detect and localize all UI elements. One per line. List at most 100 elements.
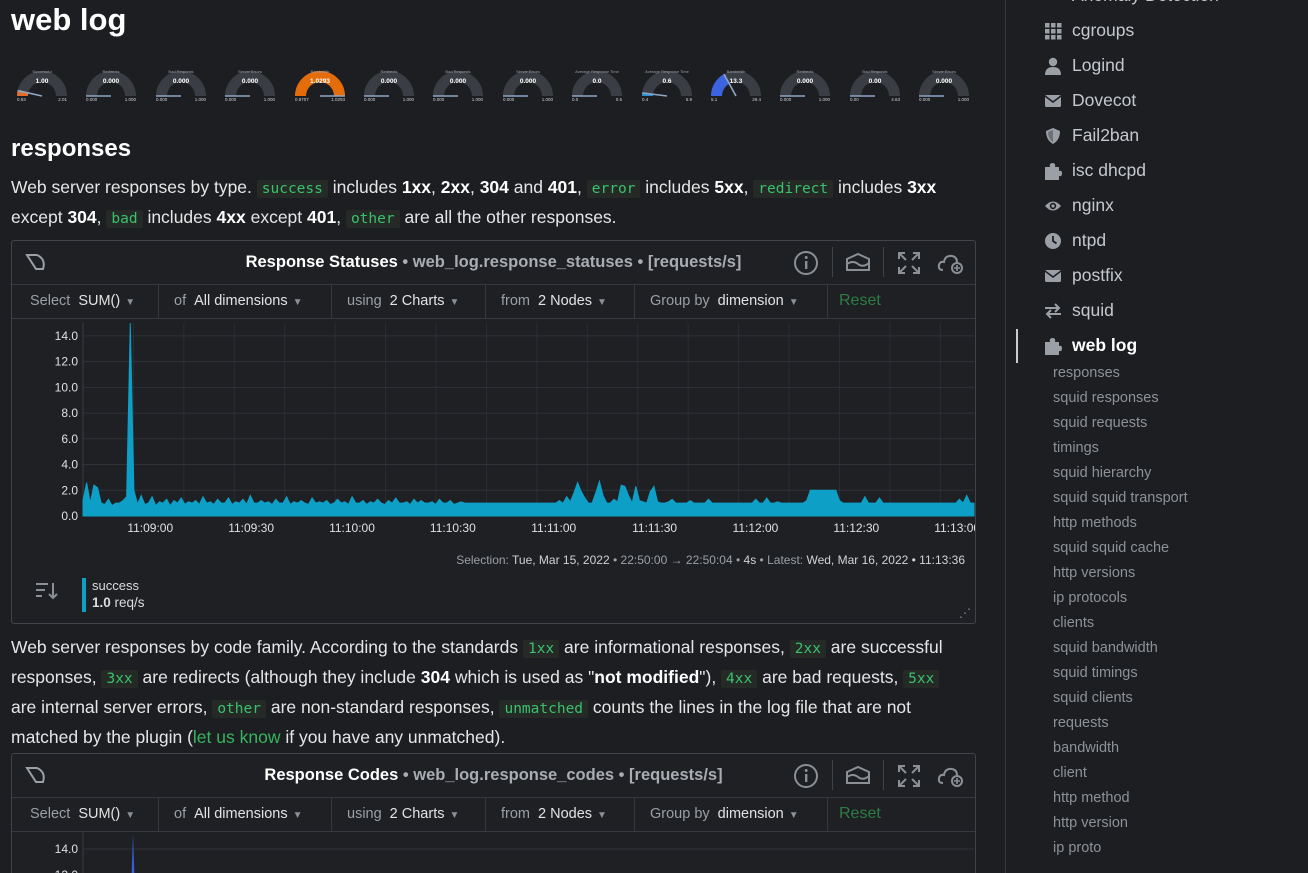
sidebar-nav: Anomaly Detection cgroups Logind Dovecot Fai… — [1005, 0, 1308, 873]
sidebar-item-label: squid — [1072, 300, 1114, 320]
gauge-min: 0.4 — [642, 97, 649, 102]
sidebar-subitem[interactable]: http versions — [1053, 565, 1136, 581]
let-us-know-link[interactable]: let us know — [192, 727, 281, 747]
chart-plot-area[interactable]: 14.0 12.0 10.0 8.0 6.0 4.0 2.0 0.0 11:09:00 11:09… — [12, 319, 975, 546]
sidebar-subitem[interactable]: squid clients — [1053, 690, 1133, 706]
chevron-down-icon: ▼ — [449, 297, 460, 308]
clock-icon — [1044, 232, 1062, 250]
gauge-value: 13.3 — [730, 78, 743, 85]
series-success-area — [82, 322, 975, 517]
active-item-marker — [1016, 329, 1018, 363]
gauge-label: Bandwidth — [727, 69, 746, 74]
dimensions-dropdown[interactable]: of All dimensions ▼ — [174, 293, 303, 309]
sidebar-subitem[interactable]: http version — [1053, 815, 1128, 831]
resize-handle-icon[interactable]: ⋰ — [959, 606, 971, 620]
series-spike — [131, 834, 135, 873]
gauge: Bandwidth 13.3 5.1 29.4 — [706, 66, 766, 106]
charts-dropdown[interactable]: using 2 Charts ▼ — [347, 293, 460, 309]
gauge-label: Server Errors — [238, 69, 262, 74]
chart-type-icon[interactable] — [24, 250, 50, 274]
gauge-value: 0.6 — [662, 78, 671, 85]
gauge: Average Response Time 0.6 0.4 5.9 — [637, 66, 697, 106]
gauge-value: 0.000 — [450, 78, 467, 85]
chart-controls: Select SUM() ▼ of All dimensions ▼ using 2 Ch… — [12, 285, 975, 319]
gauge: Successful 1.00 0.93 2.01 — [12, 66, 72, 106]
y-tick-label: 4.0 — [61, 458, 78, 472]
gauge-label: Redirects — [381, 69, 398, 74]
sidebar-subitem[interactable]: squid hierarchy — [1053, 465, 1152, 481]
x-tick-label: 11:09:00 — [127, 521, 173, 535]
select-aggregation-dropdown[interactable]: Select SUM() ▼ — [30, 293, 136, 309]
gauge-max: 1.000 — [819, 97, 831, 102]
area-chart-partial[interactable]: 14.0 12.0 — [12, 832, 975, 873]
gauge-label: Bad Requests — [862, 69, 887, 74]
gauge-label: Average Response Time — [575, 69, 620, 74]
code-bad: bad — [106, 210, 143, 228]
sidebar-subitem[interactable]: bandwidth — [1053, 740, 1120, 756]
area-chart[interactable]: 14.0 12.0 10.0 8.0 6.0 4.0 2.0 0.0 11:09:00 11:09… — [12, 319, 975, 546]
nodes-dropdown[interactable]: from 2 Nodes ▼ — [501, 806, 607, 822]
sidebar-subitem[interactable]: requests — [1053, 715, 1109, 731]
y-tick-label: 14.0 — [55, 842, 79, 856]
legend-dimension-name[interactable]: success — [92, 578, 139, 593]
sort-icon[interactable] — [34, 580, 60, 602]
sidebar-subitem[interactable]: ip proto — [1053, 840, 1102, 856]
chevron-down-icon: ▼ — [125, 810, 136, 821]
chevron-down-icon: ▼ — [788, 810, 799, 821]
charts-dropdown[interactable]: using 2 Charts ▼ — [347, 806, 460, 822]
sidebar-item-label: Fail2ban — [1072, 125, 1140, 145]
alert-add-icon[interactable] — [937, 250, 965, 276]
gauge-value: 0.000 — [381, 78, 398, 85]
gauge-label: Average Response Time — [645, 69, 690, 74]
gauge-label: Server Errors — [516, 69, 540, 74]
gauge: Server Errors 0.000 0.000 1.000 — [498, 66, 558, 106]
sidebar-subitem[interactable]: ip protocols — [1053, 590, 1128, 606]
sidebar-subitem[interactable]: http method — [1053, 790, 1130, 806]
sidebar-subitem[interactable]: http methods — [1053, 515, 1137, 531]
layers-icon[interactable] — [844, 250, 872, 276]
sidebar-subitem[interactable]: clients — [1053, 615, 1095, 631]
sidebar-subitem[interactable]: squid requests — [1053, 415, 1148, 431]
sidebar-subitem[interactable]: squid squid cache — [1053, 540, 1170, 556]
main-content: web log Successful 1.00 0.93 2.01 Redirects 0… — [11, 2, 976, 873]
fullscreen-icon[interactable] — [896, 250, 922, 276]
chart-type-icon[interactable] — [24, 763, 50, 787]
sidebar-subitem[interactable]: client — [1053, 765, 1087, 781]
info-icon[interactable] — [793, 763, 819, 789]
alert-add-icon[interactable] — [937, 763, 965, 789]
gauge-label: Redirects — [797, 69, 814, 74]
nodes-dropdown[interactable]: from 2 Nodes ▼ — [501, 293, 607, 309]
select-aggregation-dropdown[interactable]: Select SUM() ▼ — [30, 806, 136, 822]
gauge-max: 0.5 — [616, 97, 623, 102]
x-tick-label: 11:11:00 — [531, 521, 576, 535]
sidebar-subitem[interactable]: squid timings — [1053, 665, 1138, 681]
gauge: Redirects 0.000 0.000 1.000 — [81, 66, 141, 106]
gauge-value: 0.000 — [103, 78, 120, 85]
sidebar-subitem[interactable]: responses — [1053, 365, 1120, 381]
sidebar-item-label: cgroups — [1072, 20, 1135, 40]
y-tick-label: 10.0 — [55, 380, 79, 394]
sidebar-subitem[interactable]: squid squid transport — [1053, 490, 1188, 506]
sidebar-subitem[interactable]: timings — [1053, 440, 1099, 456]
reset-button[interactable]: Reset — [839, 292, 881, 309]
layers-icon[interactable] — [844, 763, 872, 789]
fullscreen-icon[interactable] — [896, 763, 922, 789]
chart-plot-area[interactable]: 14.0 12.0 — [12, 832, 975, 873]
group-by-dropdown[interactable]: Group by dimension ▼ — [650, 293, 799, 309]
sidebar-subitem[interactable]: squid responses — [1053, 390, 1159, 406]
sidebar-subitem[interactable]: squid bandwidth — [1053, 640, 1158, 656]
chevron-down-icon: ▼ — [292, 810, 303, 821]
dimensions-dropdown[interactable]: of All dimensions ▼ — [174, 806, 303, 822]
gauge-max: 1.000 — [195, 97, 207, 102]
group-by-dropdown[interactable]: Group by dimension ▼ — [650, 806, 799, 822]
reset-button[interactable]: Reset — [839, 805, 881, 822]
responses-description: Web server responses by type. success in… — [11, 177, 937, 228]
gauge-label: Bandwidth — [310, 69, 329, 74]
response-codes-chart: Response Codes • web_log.response_codes … — [11, 753, 976, 873]
gauge: Redirects 0.000 0.000 1.000 — [775, 66, 835, 106]
x-tick-label: 11:11:30 — [632, 521, 677, 535]
chart-header: Response Codes • web_log.response_codes … — [12, 754, 975, 798]
info-icon[interactable] — [793, 250, 819, 276]
gauge-max: 1.000 — [472, 97, 484, 102]
chart-title: Response Statuses • web_log.response_sta… — [245, 253, 742, 271]
